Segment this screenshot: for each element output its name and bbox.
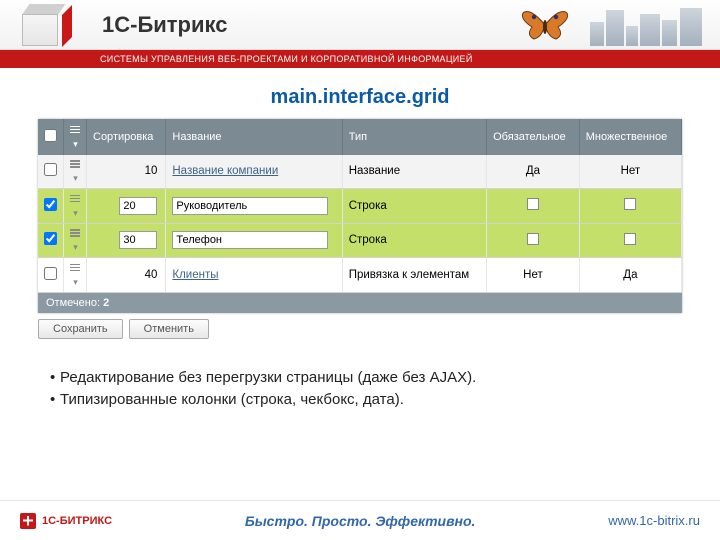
row-actions-cell[interactable]: ▾ [64,223,87,258]
bitrix-icon [20,513,36,529]
row-checkbox[interactable] [44,267,57,280]
menu-icon [70,228,80,239]
multiple-cell: Нет [579,155,681,189]
button-bar: Сохранить Отменить [38,319,682,339]
header-checkbox-col[interactable] [38,119,64,155]
feature-list: Редактирование без перегрузки страницы (… [50,367,670,412]
required-cell[interactable] [487,223,580,258]
required-cell: Да [487,155,580,189]
page-footer: 1С-БИТРИКС Быстро. Просто. Эффективно. w… [0,500,720,540]
name-cell[interactable] [166,189,342,224]
sort-cell[interactable] [87,223,166,258]
footer-url[interactable]: www.1c-bitrix.ru [608,513,700,528]
row-actions-cell[interactable]: ▾ [64,258,87,293]
save-button[interactable]: Сохранить [38,319,123,339]
cancel-button[interactable]: Отменить [129,319,209,339]
list-item: Редактирование без перегрузки страницы (… [50,367,670,390]
required-cell[interactable] [487,189,580,224]
name-link[interactable]: Название компании [172,165,278,177]
footer-slogan: Быстро. Просто. Эффективно. [245,513,476,529]
app-header: 1С-Битрикс [0,0,720,50]
type-cell: Строка [342,223,486,258]
table-row[interactable]: ▾ Строка [38,189,682,224]
row-checkbox[interactable] [44,232,57,245]
menu-icon [70,124,80,135]
name-link[interactable]: Клиенты [172,269,218,281]
chevron-down-icon: ▾ [73,139,78,149]
header-actions-col[interactable]: ▾ [64,119,87,155]
row-checkbox[interactable] [44,198,57,211]
type-cell: Строка [342,189,486,224]
sort-cell: 10 [87,155,166,189]
row-checkbox-cell[interactable] [38,189,64,224]
row-checkbox-cell[interactable] [38,258,64,293]
selection-footer: Отмечено: 2 [38,293,682,313]
row-actions-cell[interactable]: ▾ [64,155,87,189]
name-cell[interactable]: Клиенты [166,258,342,293]
col-sort[interactable]: Сортировка [87,119,166,155]
multiple-cell[interactable] [579,189,681,224]
required-checkbox[interactable] [527,233,539,245]
grid-header-row: ▾ Сортировка Название Тип Обязательное М… [38,119,682,155]
multiple-checkbox[interactable] [624,198,636,210]
sort-cell: 40 [87,258,166,293]
required-cell: Нет [487,258,580,293]
table-row[interactable]: ▾ 40 Клиенты Привязка к элементамНетДа [38,258,682,293]
select-all-checkbox[interactable] [44,129,57,142]
name-cell[interactable]: Название компании [166,155,342,189]
name-input[interactable] [172,197,327,215]
grid-shell: ▾ Сортировка Название Тип Обязательное М… [38,119,682,313]
table-row[interactable]: ▾ 10 Название компании НазваниеДаНет [38,155,682,189]
tagline-bar: СИСТЕМЫ УПРАВЛЕНИЯ ВЕБ-ПРОЕКТАМИ И КОРПО… [0,50,720,68]
data-grid: ▾ Сортировка Название Тип Обязательное М… [38,119,682,293]
type-cell: Название [342,155,486,189]
chevron-down-icon: ▾ [73,242,78,252]
row-actions-cell[interactable]: ▾ [64,189,87,224]
row-checkbox-cell[interactable] [38,155,64,189]
page-title: main.interface.grid [0,86,720,109]
col-type[interactable]: Тип [342,119,486,155]
table-row[interactable]: ▾ Строка [38,223,682,258]
butterfly-icon [520,5,570,45]
col-name[interactable]: Название [166,119,342,155]
col-required[interactable]: Обязательное [487,119,580,155]
sort-input[interactable] [119,231,157,249]
col-multiple[interactable]: Множественное [579,119,681,155]
footer-logo: 1С-БИТРИКС [20,513,112,529]
chevron-down-icon: ▾ [73,173,78,183]
multiple-cell: Да [579,258,681,293]
brand-title: 1С-Битрикс [102,12,227,38]
selection-count: 2 [103,297,109,309]
multiple-checkbox[interactable] [624,233,636,245]
product-box-icon [12,0,82,50]
row-checkbox-cell[interactable] [38,223,64,258]
chevron-down-icon: ▾ [73,208,78,218]
city-skyline-icon [590,6,710,46]
sort-input[interactable] [119,197,157,215]
menu-icon [70,262,80,273]
name-cell[interactable] [166,223,342,258]
list-item: Типизированные колонки (строка, чекбокс,… [50,389,670,412]
name-input[interactable] [172,231,327,249]
sort-cell[interactable] [87,189,166,224]
multiple-cell[interactable] [579,223,681,258]
menu-icon [70,193,80,204]
selection-label: Отмечено: [46,297,100,309]
type-cell: Привязка к элементам [342,258,486,293]
row-checkbox[interactable] [44,163,57,176]
chevron-down-icon: ▾ [73,277,78,287]
footer-logo-text: 1С-БИТРИКС [42,515,112,527]
menu-icon [70,159,80,170]
required-checkbox[interactable] [527,198,539,210]
